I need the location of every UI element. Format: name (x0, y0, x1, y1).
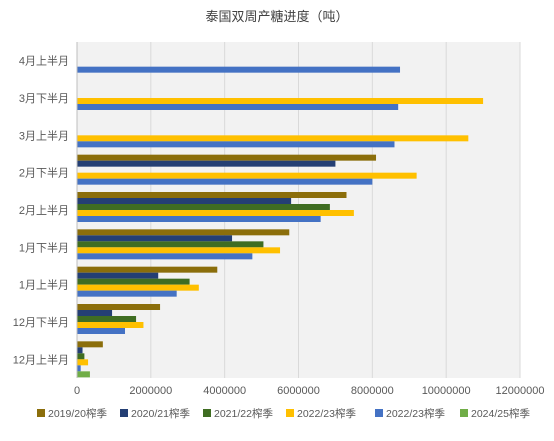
bar (77, 347, 83, 354)
bar (77, 178, 373, 185)
bar (77, 192, 347, 198)
x-tick-label: 12000000 (496, 385, 545, 397)
x-tick-label: 4000000 (203, 385, 246, 397)
bar (77, 198, 292, 204)
y-tick-label: 3月下半月 (19, 91, 69, 105)
bar (77, 328, 125, 334)
x-tick-label: 0 (74, 385, 80, 397)
bars (77, 66, 484, 378)
legend: 2019/20榨季 2020/21榨季 2021/22榨季 2022/23榨季 2022… (37, 407, 530, 420)
legend-label: 2022/23榨季 (297, 407, 356, 420)
bar (77, 235, 233, 242)
x-tick-label: 6000000 (277, 385, 320, 397)
y-tick-label: 1月上半月 (19, 278, 69, 292)
bar (77, 272, 159, 279)
legend-label: 2020/21榨季 (131, 407, 190, 420)
bar (77, 359, 89, 366)
legend-swatch (375, 409, 383, 417)
y-tick-label: 12月下半月 (13, 315, 69, 329)
y-tick-label: 4月上半月 (19, 54, 69, 68)
bar (77, 104, 399, 110)
y-tick-label: 1月下半月 (19, 240, 69, 254)
bar (77, 353, 85, 360)
legend-swatch (203, 409, 211, 417)
y-tick-label: 3月上半月 (19, 128, 69, 142)
bar (77, 154, 377, 161)
bar (77, 253, 253, 260)
x-tick-label: 2000000 (129, 385, 172, 397)
bar (77, 365, 81, 372)
legend-label: 2024/25榨季 (471, 407, 530, 420)
legend-swatch (37, 409, 45, 417)
bar (77, 241, 264, 248)
legend-label: 2021/22榨季 (214, 407, 273, 420)
bar (77, 229, 290, 236)
bar (77, 304, 161, 310)
bar (77, 266, 218, 273)
bar (77, 216, 321, 222)
bar (77, 135, 469, 142)
legend-swatch (120, 409, 128, 417)
legend-label: 2019/20榨季 (48, 407, 107, 420)
legend-swatch (460, 409, 468, 417)
bar (77, 160, 336, 167)
bar (77, 66, 401, 73)
y-tick-label: 2月下半月 (19, 166, 69, 180)
y-tick-label: 2月上半月 (19, 203, 69, 217)
axes: 0 2000000 4000000 6000000 8000000 10000000 120… (13, 42, 545, 397)
bar (77, 290, 177, 297)
bar (77, 278, 190, 285)
bar (77, 141, 395, 148)
bar (77, 247, 281, 254)
legend-swatch (286, 409, 294, 417)
bar (77, 98, 484, 104)
chart-title: 泰国双周产糖进度（吨） (205, 9, 348, 24)
bar (77, 284, 199, 291)
bar (77, 172, 417, 179)
bar (77, 316, 137, 322)
x-tick-label: 8000000 (351, 385, 394, 397)
bar (77, 322, 144, 328)
legend-label: 2022/23榨季 (386, 407, 445, 420)
bar (77, 204, 330, 210)
x-tick-label: 10000000 (422, 385, 471, 397)
bar (77, 371, 90, 378)
bar (77, 310, 113, 316)
bar (77, 210, 354, 216)
bar (77, 341, 103, 348)
y-tick-label: 12月上半月 (13, 352, 69, 366)
